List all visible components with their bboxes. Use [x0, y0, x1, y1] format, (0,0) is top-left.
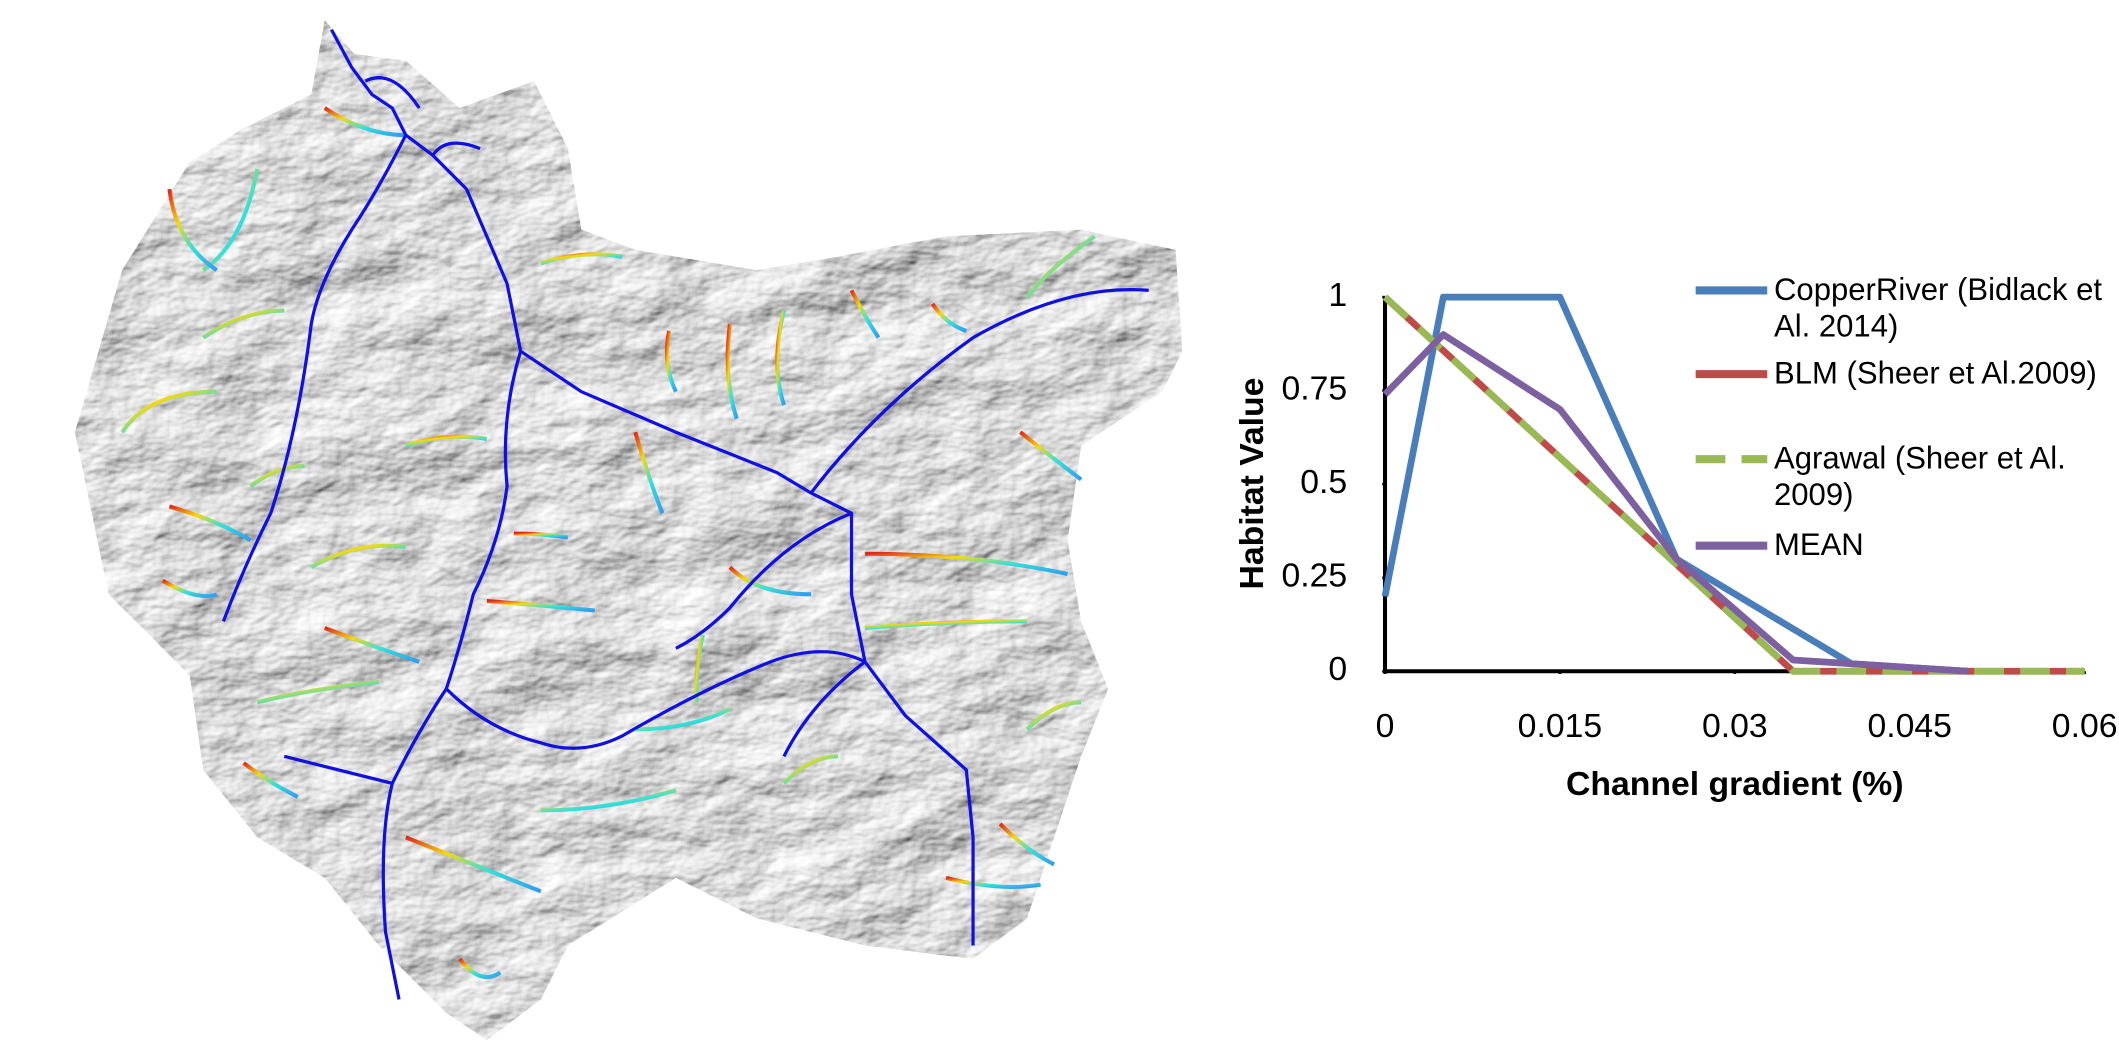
- legend-item: Agrawal (Sheer et Al. 2009): [1774, 440, 2119, 521]
- legend-label: BLM (Sheer et Al.2009): [1774, 355, 2119, 391]
- x-tick-label: 0.045: [1867, 707, 1951, 745]
- y-tick-label: 0.25: [1282, 557, 1348, 595]
- map: [55, 0, 1203, 1040]
- y-tick-label: 0.5: [1300, 463, 1347, 501]
- legend-item: BLM (Sheer et Al.2009): [1774, 355, 2119, 436]
- y-tick-label: 0.75: [1282, 370, 1348, 408]
- legend-label: MEAN: [1774, 527, 2119, 563]
- x-tick-label: 0.015: [1518, 707, 1602, 745]
- legend-item: MEAN: [1774, 527, 2119, 608]
- y-tick-label: 0: [1328, 650, 1347, 688]
- figure: Habitat Value Channel gradient (%) 0 0.25…: [0, 0, 2119, 1040]
- legend-label: CopperRiver (Bidlack et Al. 2014): [1774, 271, 2119, 344]
- page: {"chart_data": {"type": "line", "x_label…: [0, 0, 2119, 1040]
- x-tick-label: 0.06: [2052, 707, 2118, 745]
- legend-item: CopperRiver (Bidlack et Al. 2014): [1774, 271, 2119, 352]
- x-axis-title: Channel gradient (%): [1566, 765, 1904, 803]
- x-tick-label: 0.03: [1702, 707, 1768, 745]
- legend-label: Agrawal (Sheer et Al. 2009): [1774, 440, 2119, 513]
- y-tick-label: 1: [1328, 276, 1347, 314]
- x-tick-label: 0: [1376, 707, 1395, 745]
- chart: Habitat Value Channel gradient (%) 0 0.25…: [1233, 271, 2119, 803]
- y-axis-title: Habitat Value: [1233, 378, 1271, 590]
